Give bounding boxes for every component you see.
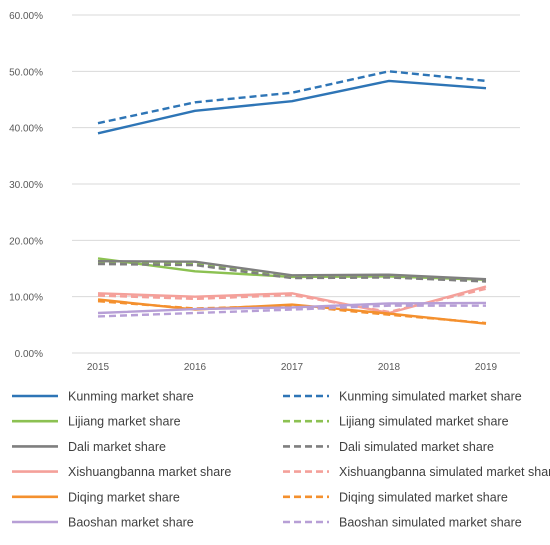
y-tick-label: 10.00% bbox=[9, 293, 43, 304]
legend-label: Xishuangbanna market share bbox=[68, 465, 231, 479]
legend-label: Baoshan simulated market share bbox=[339, 516, 522, 530]
legend-label: Diqing simulated market share bbox=[339, 490, 508, 504]
x-tick-label: 2015 bbox=[87, 362, 110, 373]
series-line-2 bbox=[97, 70, 487, 125]
legend: Kunming market share Kunming simulated ma… bbox=[12, 390, 550, 530]
x-axis-ticks: 2015 2016 2017 2018 2019 bbox=[87, 362, 498, 373]
x-tick-label: 2016 bbox=[184, 362, 207, 373]
series-line-10 bbox=[97, 300, 487, 325]
series-line-6 bbox=[97, 262, 487, 283]
legend-label: Xishuangbanna simulated market share bbox=[339, 465, 550, 479]
series-line-1 bbox=[97, 79, 487, 135]
x-tick-label: 2017 bbox=[281, 362, 304, 373]
legend-label: Kunming market share bbox=[68, 390, 194, 404]
y-tick-label: 20.00% bbox=[9, 236, 43, 247]
series-line-11 bbox=[97, 301, 487, 315]
series-lines bbox=[97, 70, 487, 325]
legend-label: Lijiang market share bbox=[68, 415, 181, 429]
legend-label: Diqing market share bbox=[68, 490, 180, 504]
y-tick-label: 60.00% bbox=[9, 11, 43, 22]
legend-label: Dali simulated market share bbox=[339, 440, 494, 454]
series-line-12 bbox=[97, 304, 486, 318]
x-tick-label: 2018 bbox=[378, 362, 401, 373]
y-tick-label: 30.00% bbox=[9, 180, 43, 191]
y-axis-ticks: 0.00% 10.00% 20.00% 30.00% 40.00% 50.00% 60.00… bbox=[9, 11, 43, 360]
y-tick-label: 0.00% bbox=[15, 349, 43, 360]
legend-label: Lijiang simulated market share bbox=[339, 415, 509, 429]
series-line-7 bbox=[97, 285, 487, 315]
y-tick-label: 50.00% bbox=[9, 67, 43, 78]
legend-label: Kunming simulated market share bbox=[339, 390, 522, 404]
series-line-5 bbox=[97, 260, 487, 281]
legend-label: Dali market share bbox=[68, 440, 166, 454]
legend-label: Baoshan market share bbox=[68, 516, 194, 530]
y-tick-label: 40.00% bbox=[9, 124, 43, 135]
x-tick-label: 2019 bbox=[475, 362, 498, 373]
